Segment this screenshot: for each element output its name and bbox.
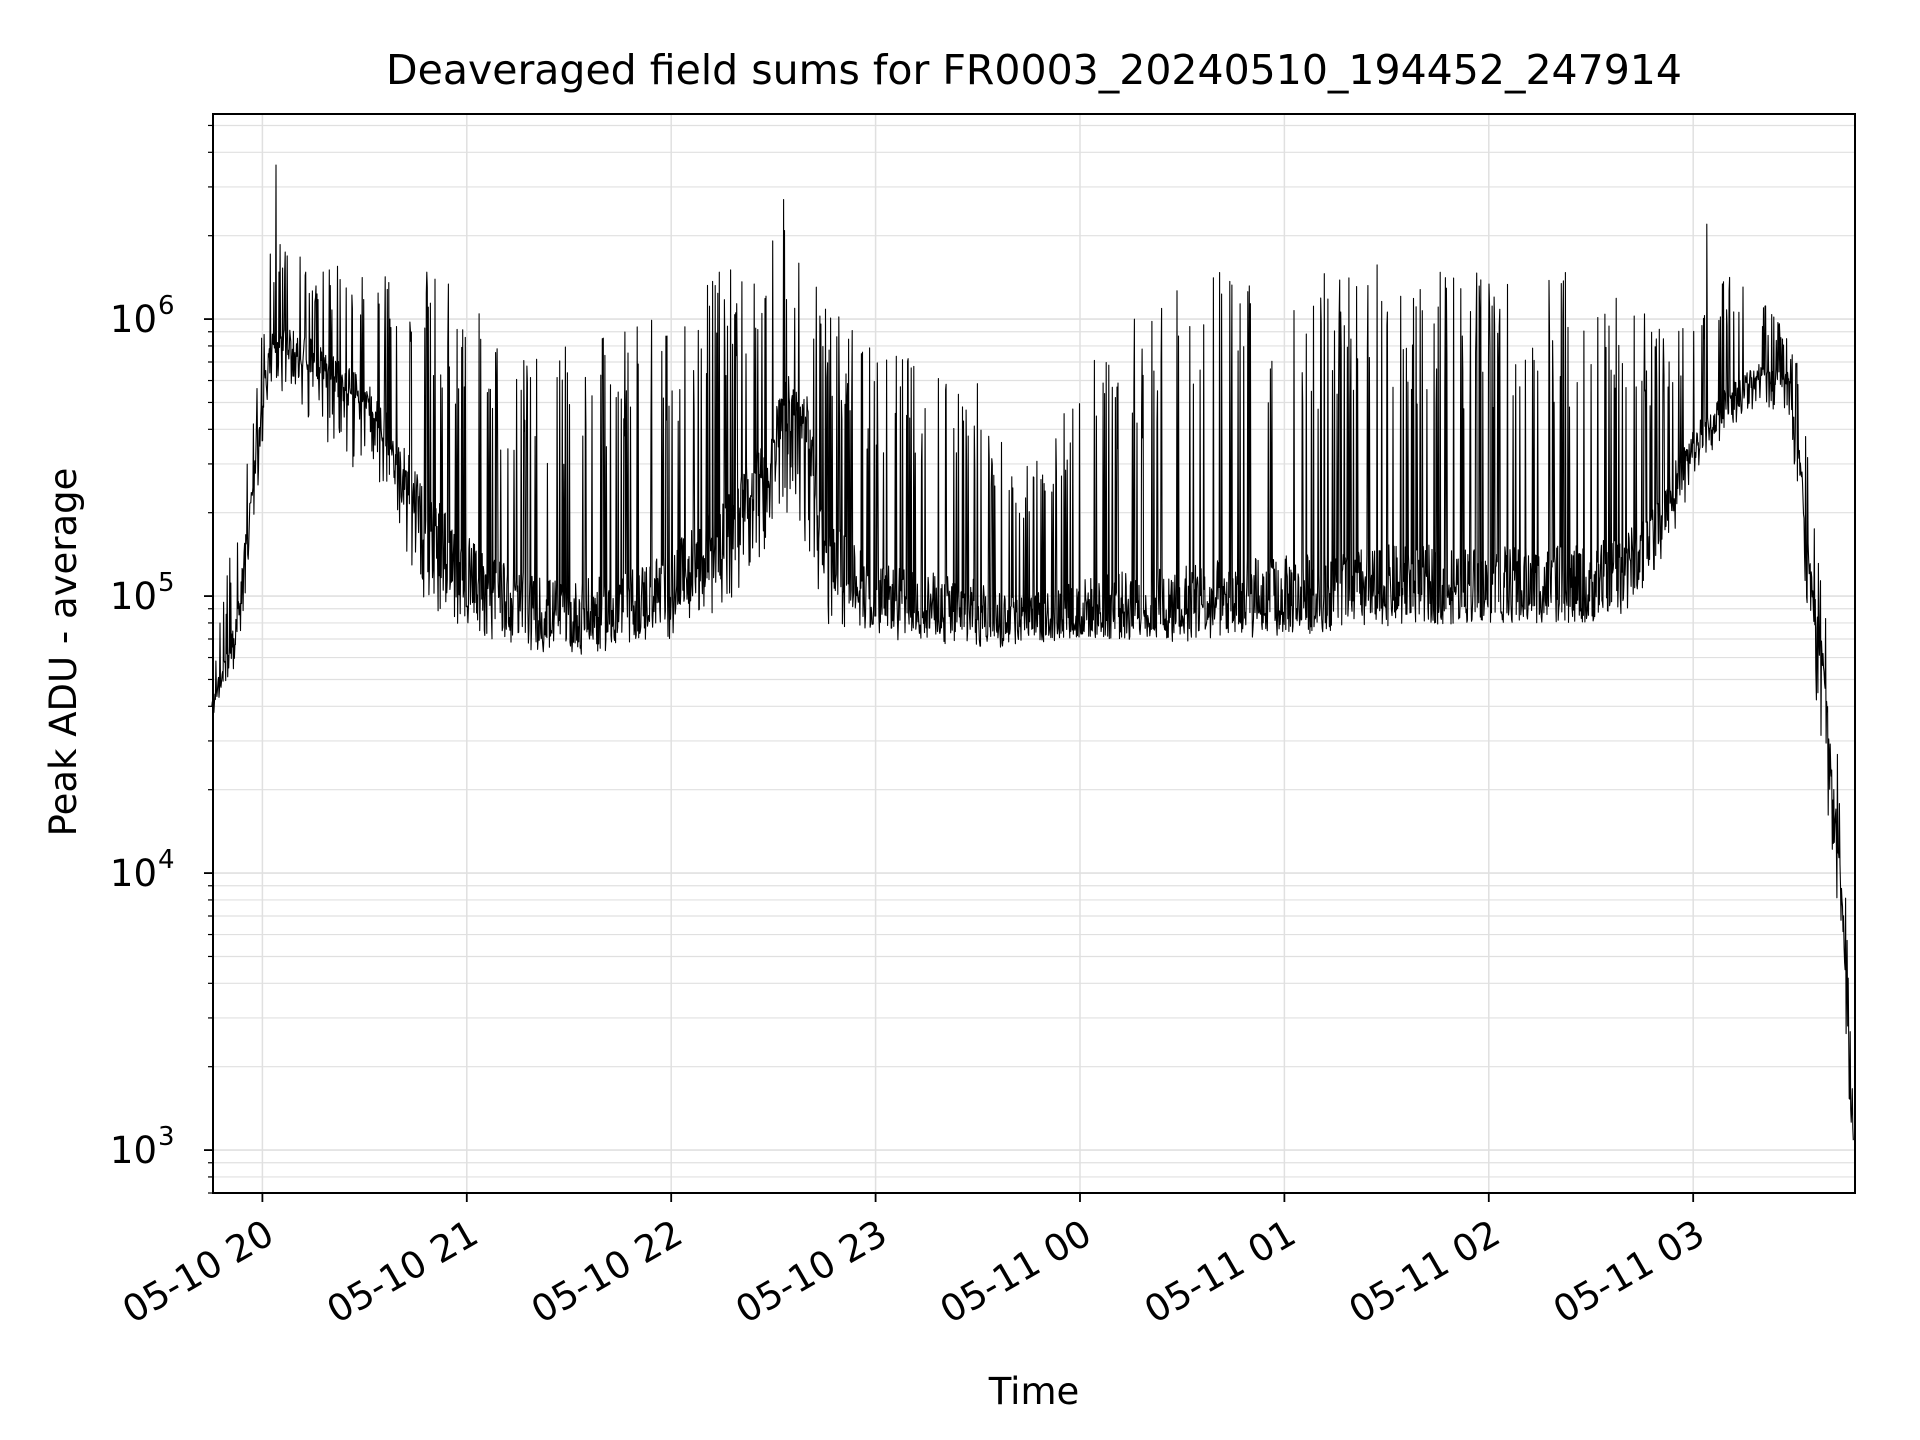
plot-frame xyxy=(212,113,1856,1194)
x-tick-label: 05-11 02 xyxy=(1342,1212,1508,1332)
x-tick-label: 05-10 22 xyxy=(524,1212,690,1332)
x-tick-label: 05-10 20 xyxy=(115,1212,281,1332)
y-tick-label: 10 xyxy=(110,1129,157,1172)
y-tick-label-exponent: 6 xyxy=(158,291,175,321)
x-tick-label: 05-11 01 xyxy=(1137,1212,1303,1332)
x-axis: 05-10 20 05-10 21 05-10 22 05-10 23 05-11 00… xyxy=(115,1193,1712,1332)
y-tick-label-exponent: 4 xyxy=(158,845,175,875)
series-peak-adu xyxy=(211,164,1854,1141)
x-tick-label: 05-10 21 xyxy=(320,1212,486,1332)
x-tick-label: 05-10 23 xyxy=(729,1212,895,1332)
chart-title: Deaveraged field sums for FR0003_2024051… xyxy=(386,46,1682,94)
grid-lines xyxy=(213,114,1855,1194)
y-tick-label-exponent: 3 xyxy=(158,1122,175,1152)
x-tick-label: 05-11 03 xyxy=(1546,1212,1712,1332)
y-tick-label: 10 xyxy=(110,575,157,618)
y-tick-label: 10 xyxy=(110,298,157,341)
x-tick-label: 05-11 00 xyxy=(933,1212,1099,1332)
y-axis-label: Peak ADU - average xyxy=(42,468,85,837)
series-line xyxy=(211,164,1854,1141)
y-tick-label-exponent: 5 xyxy=(158,568,175,598)
x-axis-label: Time xyxy=(988,1370,1080,1413)
y-tick-label: 10 xyxy=(110,852,157,895)
